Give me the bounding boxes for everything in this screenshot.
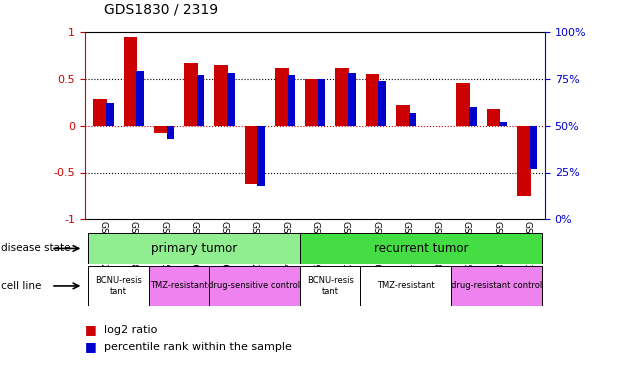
Bar <box>88 232 300 264</box>
Bar <box>123 37 137 126</box>
Text: cell line: cell line <box>1 281 41 291</box>
Text: BCNU-resis
tant: BCNU-resis tant <box>95 276 142 296</box>
Text: recurrent tumor: recurrent tumor <box>374 242 468 255</box>
Bar <box>184 63 198 126</box>
Bar <box>500 122 507 126</box>
Bar <box>530 126 537 169</box>
Text: disease state: disease state <box>1 243 70 254</box>
Bar <box>166 126 174 139</box>
Text: BCNU-resis
tant: BCNU-resis tant <box>307 276 353 296</box>
Bar <box>275 68 289 126</box>
Bar <box>487 109 500 126</box>
Bar <box>305 79 319 126</box>
Bar <box>396 105 410 126</box>
Bar <box>365 74 379 126</box>
Bar <box>288 75 295 126</box>
Text: drug-sensitive control: drug-sensitive control <box>209 281 301 290</box>
Text: primary tumor: primary tumor <box>151 242 237 255</box>
Bar <box>517 126 530 196</box>
Bar <box>469 107 477 126</box>
Text: ■: ■ <box>85 340 97 353</box>
Bar <box>300 266 360 306</box>
Bar <box>409 112 416 126</box>
Text: drug-resistant control: drug-resistant control <box>451 281 542 290</box>
Bar <box>379 81 386 126</box>
Text: log2 ratio: log2 ratio <box>104 325 158 335</box>
Bar <box>258 126 265 186</box>
Bar <box>300 232 542 264</box>
Bar <box>318 79 326 126</box>
Bar <box>335 68 349 126</box>
Text: ■: ■ <box>85 324 97 336</box>
Bar <box>93 99 107 126</box>
Bar <box>451 266 542 306</box>
Bar <box>197 75 204 126</box>
Bar <box>360 266 451 306</box>
Text: TMZ-resistant: TMZ-resistant <box>150 281 208 290</box>
Bar <box>149 266 209 306</box>
Bar <box>88 266 149 306</box>
Bar <box>348 73 356 126</box>
Text: percentile rank within the sample: percentile rank within the sample <box>104 342 292 352</box>
Bar <box>106 103 113 126</box>
Bar <box>244 126 258 184</box>
Bar <box>214 64 228 126</box>
Bar <box>227 73 234 126</box>
Bar <box>209 266 300 306</box>
Bar <box>136 71 144 126</box>
Text: TMZ-resistant: TMZ-resistant <box>377 281 435 290</box>
Text: GDS1830 / 2319: GDS1830 / 2319 <box>104 3 218 17</box>
Bar <box>154 126 168 133</box>
Bar <box>457 82 470 126</box>
